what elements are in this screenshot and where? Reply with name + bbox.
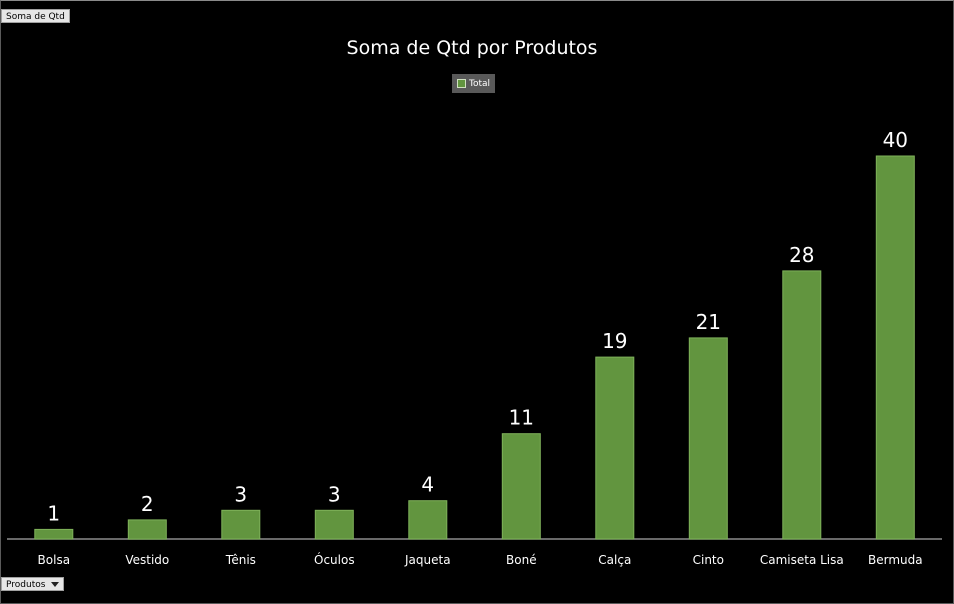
data-labels: 1 2 3 3 4 11 19 21 28 40 xyxy=(47,128,908,525)
category-label-0: Bolsa xyxy=(38,553,71,567)
data-label-2: 3 xyxy=(234,482,247,506)
axis-field-button[interactable]: Produtos xyxy=(1,577,64,591)
data-label-6: 19 xyxy=(602,329,627,353)
category-label-2: Tênis xyxy=(225,553,256,567)
data-label-0: 1 xyxy=(47,501,60,525)
category-label-6: Calça xyxy=(598,553,631,567)
data-label-1: 2 xyxy=(141,492,154,516)
data-label-3: 3 xyxy=(328,482,341,506)
legend: Total xyxy=(452,74,496,93)
bar-8 xyxy=(782,270,822,540)
category-label-3: Óculos xyxy=(314,552,355,567)
bar-1 xyxy=(127,519,167,540)
legend-swatch xyxy=(457,79,466,88)
bar-7 xyxy=(688,337,728,540)
values-field-label: Soma de Qtd xyxy=(6,12,65,22)
category-label-1: Vestido xyxy=(125,553,169,567)
legend-entry-total: Total xyxy=(469,78,491,89)
data-label-8: 28 xyxy=(789,243,814,267)
category-label-8: Camiseta Lisa xyxy=(760,553,844,567)
chevron-down-icon[interactable] xyxy=(49,578,61,590)
bar-3 xyxy=(314,509,354,540)
axis-field-label: Produtos xyxy=(6,580,46,590)
bar-9 xyxy=(875,155,915,540)
data-label-5: 11 xyxy=(509,406,534,430)
category-label-7: Cinto xyxy=(693,553,724,567)
data-label-9: 40 xyxy=(883,128,908,152)
data-label-7: 21 xyxy=(696,310,721,334)
bar-6 xyxy=(595,356,635,540)
values-field-button[interactable]: Soma de Qtd xyxy=(1,9,70,23)
chart-title: Soma de Qtd por Produtos xyxy=(346,37,598,59)
bar-4 xyxy=(408,500,448,540)
category-label-4: Jaqueta xyxy=(404,553,451,567)
category-label-5: Boné xyxy=(506,553,537,567)
bar-0 xyxy=(34,528,74,540)
bar-5 xyxy=(501,433,541,540)
bar-2 xyxy=(221,509,261,540)
category-label-9: Bermuda xyxy=(868,553,923,567)
category-labels: Bolsa Vestido Tênis Óculos Jaqueta Boné Calça C… xyxy=(38,552,923,567)
bar-series xyxy=(34,155,915,540)
data-label-4: 4 xyxy=(421,473,434,497)
